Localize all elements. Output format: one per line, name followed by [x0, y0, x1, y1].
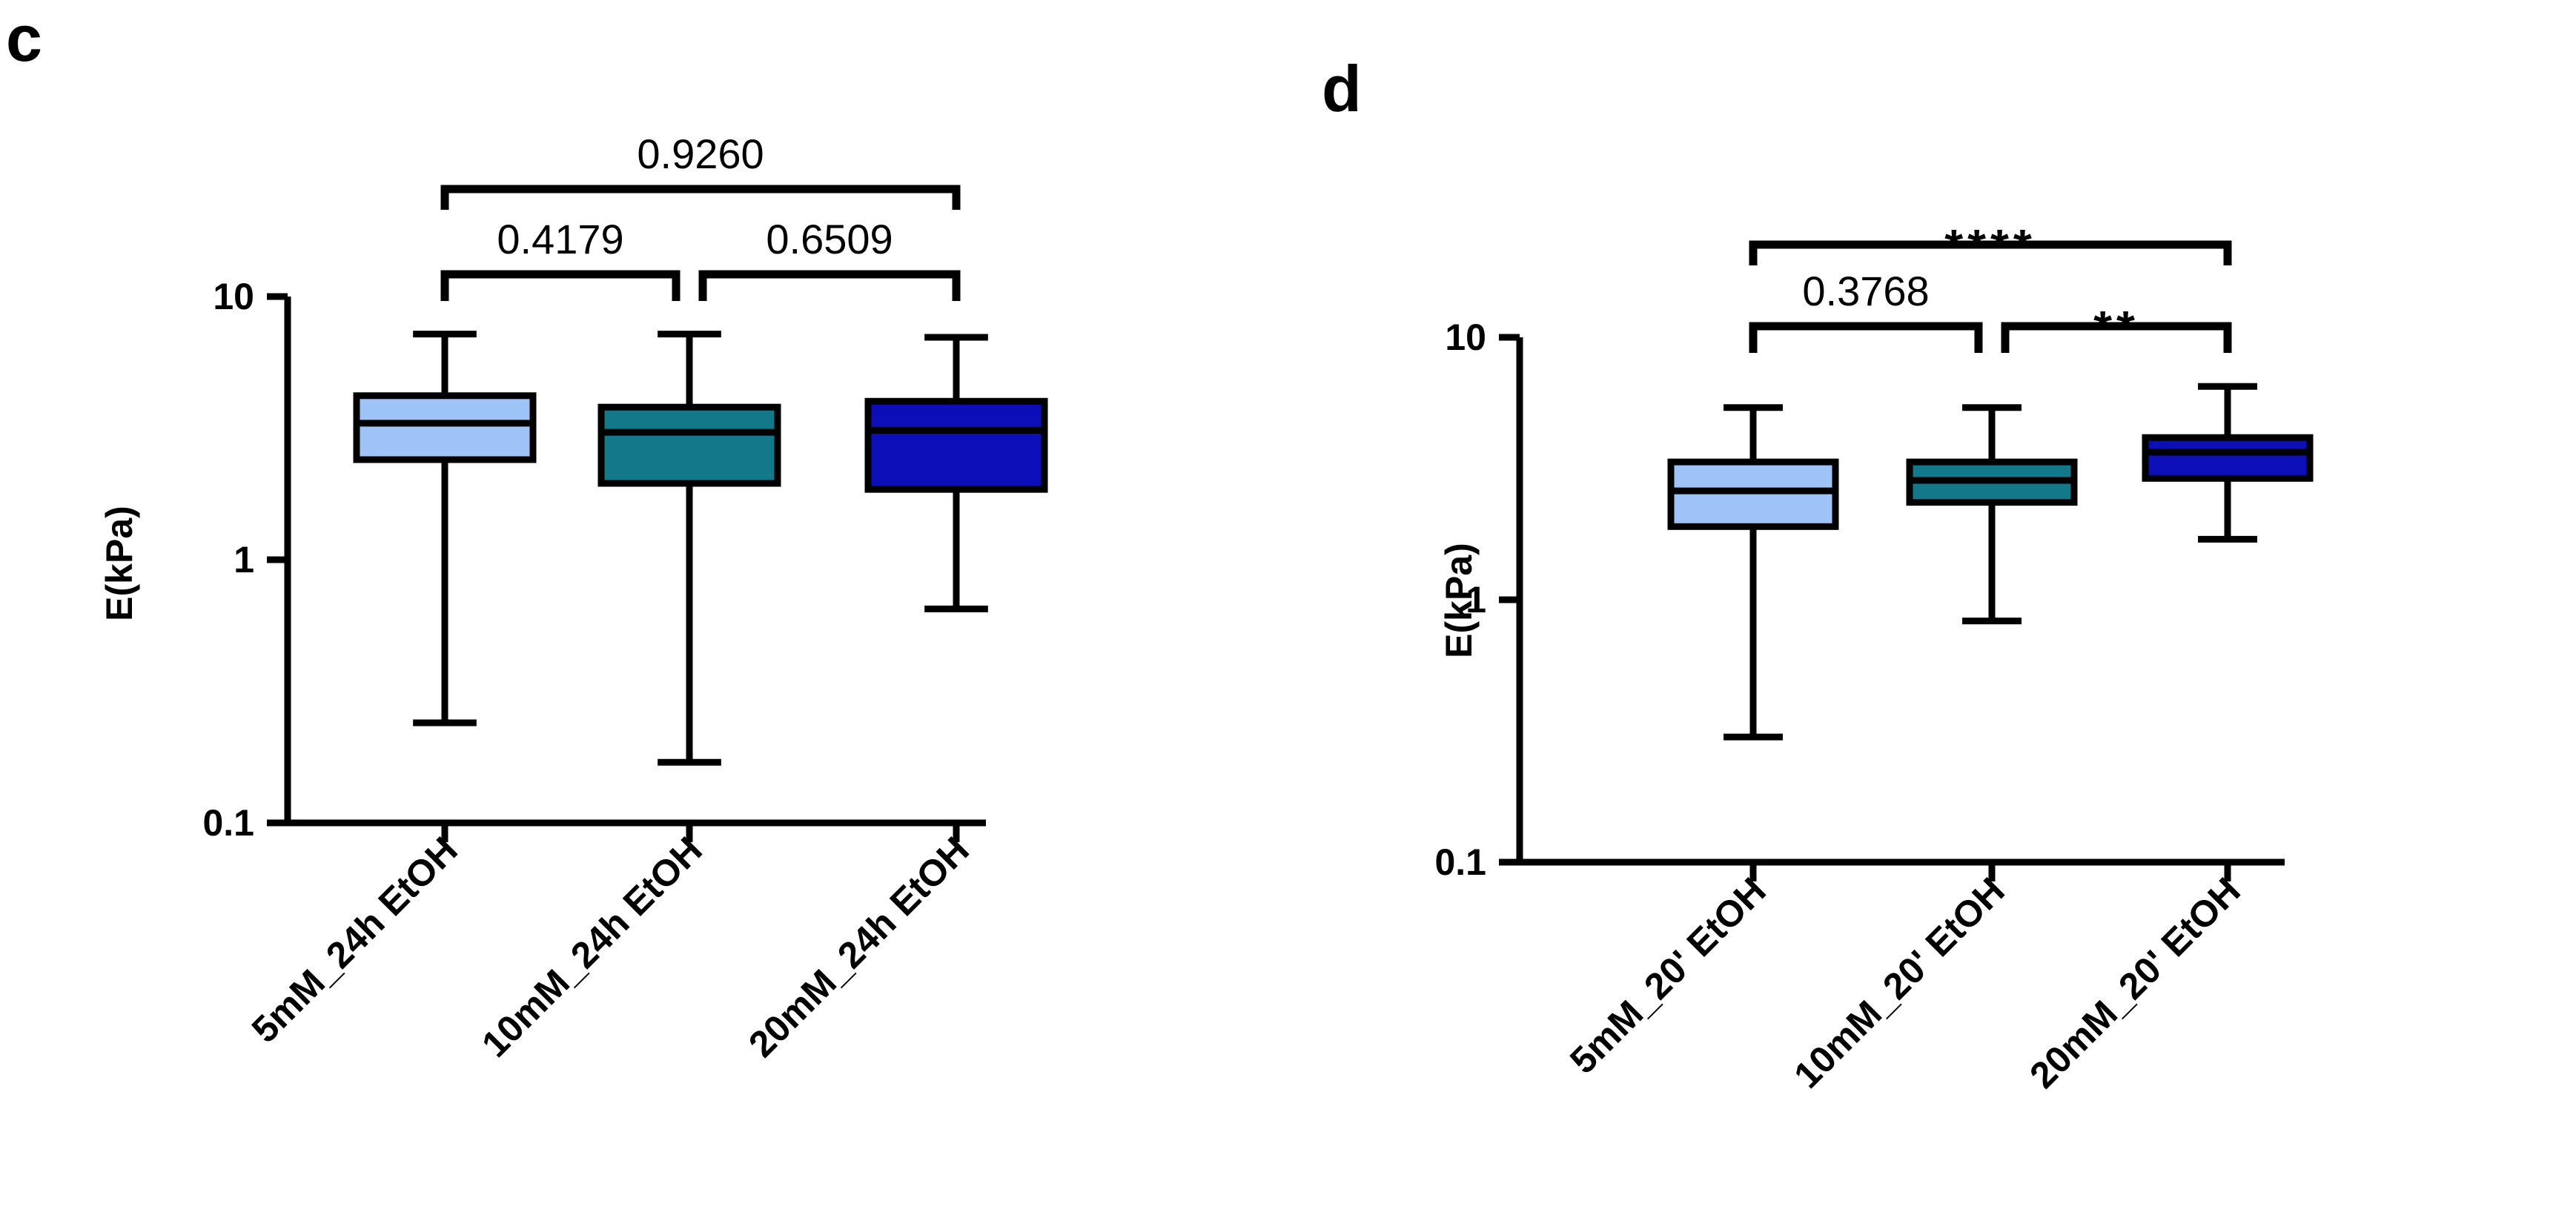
panel-c: c 0.1 1 10 E(kPa) 5mM_24h EtOH 10mM_24h EtOH 2… — [6, 1, 1048, 1065]
p-value-label: 0.3768 — [1802, 268, 1929, 314]
p-value-label: 0.9260 — [637, 130, 764, 177]
significance-stars: ** — [2093, 301, 2139, 354]
x-category-label: 20mM_20' EtOH — [2022, 870, 2248, 1096]
significance-bracket — [440, 270, 681, 301]
significance-bracket — [1749, 240, 2232, 265]
box-3 — [864, 397, 1048, 493]
p-value-label: 0.6509 — [766, 216, 893, 262]
box-2 — [597, 403, 781, 487]
y-tick-label: 0.1 — [202, 802, 254, 844]
x-category-label: 10mM_20' EtOH — [1786, 870, 2012, 1096]
box-3 — [2142, 434, 2314, 482]
y-tick-label: 0.1 — [1434, 841, 1486, 883]
significance-bracket — [698, 270, 961, 301]
y-tick-label: 10 — [213, 276, 254, 317]
y-axis-label: E(kPa) — [99, 506, 140, 621]
x-category-label: 10mM_24h EtOH — [474, 829, 710, 1065]
p-value-label: 0.4179 — [497, 216, 623, 262]
box-1 — [1667, 458, 1839, 530]
y-tick-label: 1 — [1466, 579, 1486, 621]
significance-bracket — [1749, 322, 1983, 353]
y-axis-label: E(kPa) — [1438, 543, 1480, 658]
y-tick-label: 10 — [1445, 317, 1486, 358]
panel-d: d 0.1 1 10 E(kPa) 5mM_20' EtOH 10mM_20' EtOH 2… — [1322, 52, 2314, 1096]
significance-bracket — [440, 185, 961, 210]
y-tick-label: 1 — [234, 539, 254, 580]
x-category-label: 5mM_24h EtOH — [244, 829, 466, 1050]
panel-c-letter: c — [6, 1, 42, 75]
significance-stars: **** — [1944, 219, 2036, 273]
x-category-label: 5mM_20' EtOH — [1562, 870, 1774, 1082]
panel-d-letter: d — [1322, 52, 1362, 125]
x-category-label: 20mM_24h EtOH — [741, 829, 977, 1065]
box-1 — [353, 392, 537, 463]
significance-bracket — [2001, 322, 2232, 353]
